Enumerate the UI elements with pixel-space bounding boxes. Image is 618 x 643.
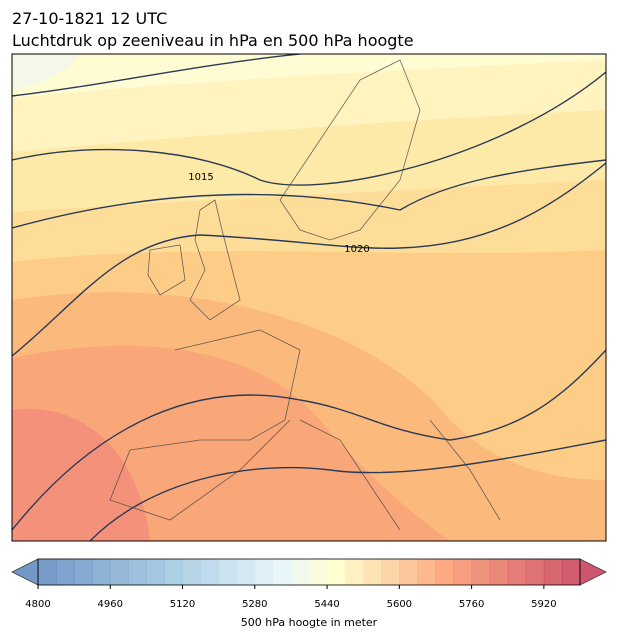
colorbar-segment	[489, 559, 509, 585]
subtitle: Luchtdruk op zeeniveau in hPa en 500 hPa…	[12, 31, 414, 50]
colorbar-segment	[507, 559, 527, 585]
colorbar-segment	[236, 559, 256, 585]
contour-label: 1015	[188, 172, 213, 183]
title: 27-10-1821 12 UTC	[12, 9, 167, 28]
colorbar-segment	[110, 559, 129, 585]
tick-label: 5600	[387, 599, 412, 610]
contour-label: 1020	[344, 244, 369, 255]
colorbar-segment	[345, 559, 364, 585]
tick-label: 5760	[459, 599, 484, 610]
colorbar-segment	[146, 559, 165, 585]
colorbar-segment	[471, 559, 491, 585]
colorbar-segment	[56, 559, 75, 585]
colorbar-segment	[399, 559, 418, 585]
colorbar-segment	[38, 559, 57, 585]
colorbar-segment	[543, 559, 563, 585]
colorbar-segment	[74, 559, 93, 585]
map	[12, 54, 606, 541]
colorbar-segment	[525, 559, 545, 585]
colorbar-extend	[579, 558, 607, 586]
colorbar-segment	[381, 559, 400, 585]
isobars	[12, 54, 606, 541]
colorbar-segment	[561, 559, 581, 585]
colorbar-segment	[182, 559, 202, 585]
colorbar-segment	[290, 559, 310, 585]
colorbar-frame	[37, 558, 581, 586]
colorbar-segment	[272, 559, 292, 585]
colorbar: 4800 4960 5120 5280 5440 5600 5760 5920	[11, 558, 607, 610]
colorbar-segment	[435, 559, 455, 585]
colorbar-segment	[417, 559, 436, 585]
colorbar-label: 500 hPa hoogte in meter	[241, 616, 378, 629]
colorbar-extend	[11, 558, 39, 586]
tick-label: 4960	[98, 599, 123, 610]
colorbar-segment	[254, 559, 274, 585]
colorbar-segment	[327, 559, 346, 585]
colorbar-segment	[453, 559, 473, 585]
tick-label: 5280	[242, 599, 267, 610]
tick-label: 5120	[170, 599, 195, 610]
tick-label: 5440	[314, 599, 339, 610]
colorbar-segment	[309, 559, 328, 585]
colorbar-segment	[218, 559, 238, 585]
tick-label: 5920	[531, 599, 556, 610]
colorbar-segment	[92, 559, 111, 585]
colorbar-segment	[363, 559, 382, 585]
colorbar-segment	[164, 559, 184, 585]
map-frame	[11, 53, 607, 542]
colorbar-segment	[200, 559, 220, 585]
colorbar-segment	[128, 559, 147, 585]
tick-label: 4800	[25, 599, 50, 610]
